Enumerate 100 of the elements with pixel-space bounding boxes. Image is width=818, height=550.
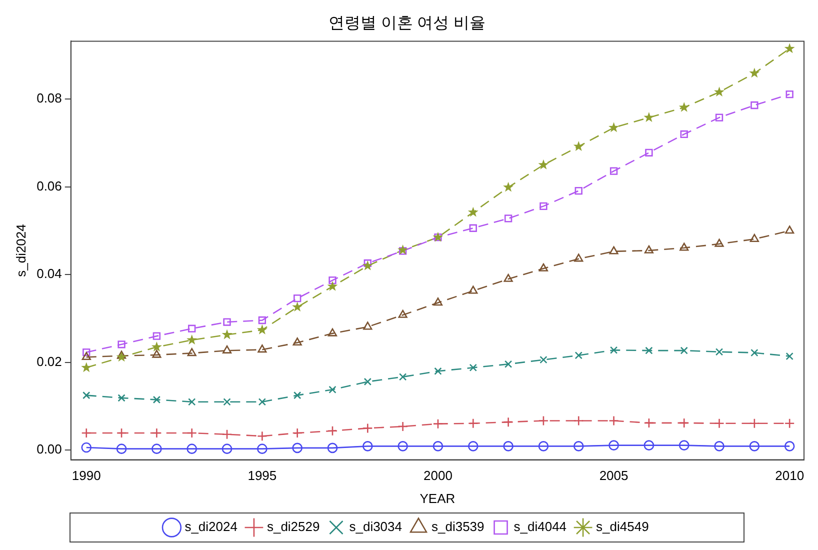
point <box>469 364 477 372</box>
point <box>503 416 514 428</box>
point <box>504 214 512 222</box>
point <box>81 442 92 453</box>
point <box>186 334 198 344</box>
point <box>152 428 162 438</box>
point <box>680 130 688 138</box>
point <box>81 362 92 372</box>
point <box>362 260 373 270</box>
point <box>258 398 266 406</box>
point <box>116 350 126 359</box>
point <box>608 440 619 450</box>
point <box>81 428 92 438</box>
point <box>784 418 795 429</box>
point <box>398 441 408 452</box>
point <box>714 238 724 247</box>
point <box>256 324 268 334</box>
legend-label: s_di2529 <box>266 519 320 534</box>
point <box>714 441 724 452</box>
point <box>749 418 760 429</box>
point <box>186 428 198 438</box>
point <box>327 280 338 291</box>
point <box>434 367 442 375</box>
point <box>574 186 582 195</box>
chart-title: 연령별 이혼 여성 비율 <box>328 15 486 32</box>
point <box>608 416 619 426</box>
point <box>398 244 408 255</box>
point <box>118 340 126 348</box>
point <box>398 373 407 381</box>
point <box>468 286 478 294</box>
point <box>678 102 690 112</box>
point <box>714 86 724 97</box>
point <box>538 416 549 426</box>
x-tick-label: 1995 <box>248 468 277 484</box>
point <box>151 342 162 352</box>
point <box>432 418 444 429</box>
point <box>680 346 688 354</box>
point <box>398 421 408 432</box>
point <box>328 328 338 336</box>
point <box>715 114 724 122</box>
point <box>610 346 618 354</box>
point <box>504 360 512 368</box>
point <box>294 391 302 400</box>
point <box>540 202 548 210</box>
legend-label: s_di4549 <box>596 519 649 534</box>
point <box>257 430 268 442</box>
legend-label: s_di3034 <box>349 519 402 534</box>
point <box>468 441 478 452</box>
point <box>188 324 196 332</box>
point <box>152 350 162 358</box>
y-tick-label: 0.00 <box>36 442 62 457</box>
y-tick-label: 0.04 <box>36 266 62 282</box>
point <box>715 348 724 356</box>
point <box>292 428 302 438</box>
point <box>503 441 514 452</box>
point <box>116 352 127 362</box>
point <box>186 444 198 454</box>
y-axis-title: s_di2024 <box>13 224 28 277</box>
point <box>82 348 90 356</box>
point <box>294 294 302 302</box>
y-tick-label: 0.06 <box>36 178 62 194</box>
point <box>116 444 127 454</box>
point <box>610 167 618 175</box>
point <box>152 332 161 340</box>
point <box>222 429 232 440</box>
point <box>645 346 653 354</box>
point <box>609 246 618 254</box>
point <box>187 348 196 356</box>
point <box>362 441 373 452</box>
point <box>223 398 231 406</box>
point <box>328 276 336 284</box>
point <box>363 322 372 330</box>
point <box>645 148 653 156</box>
x-tick-label: 2000 <box>424 468 452 484</box>
point <box>749 68 760 78</box>
x-tick-label: 2005 <box>599 468 628 484</box>
point <box>327 442 338 454</box>
point <box>223 318 231 326</box>
y-tick-label: 0.02 <box>36 354 62 369</box>
point <box>468 418 478 429</box>
point <box>116 428 127 438</box>
point <box>364 259 372 268</box>
point <box>573 441 584 452</box>
point <box>432 441 444 452</box>
point <box>750 234 759 242</box>
point <box>573 141 584 151</box>
legend-label: s_di2024 <box>184 519 238 534</box>
point <box>362 423 373 434</box>
point <box>152 396 161 404</box>
point <box>188 398 196 406</box>
point <box>152 444 162 454</box>
point <box>503 182 514 192</box>
point <box>785 226 794 234</box>
point <box>644 418 654 428</box>
y-tick-label: 0.08 <box>36 90 62 106</box>
point <box>222 444 232 454</box>
point <box>292 302 303 312</box>
point <box>750 348 758 357</box>
point <box>222 329 232 340</box>
point <box>504 274 513 282</box>
